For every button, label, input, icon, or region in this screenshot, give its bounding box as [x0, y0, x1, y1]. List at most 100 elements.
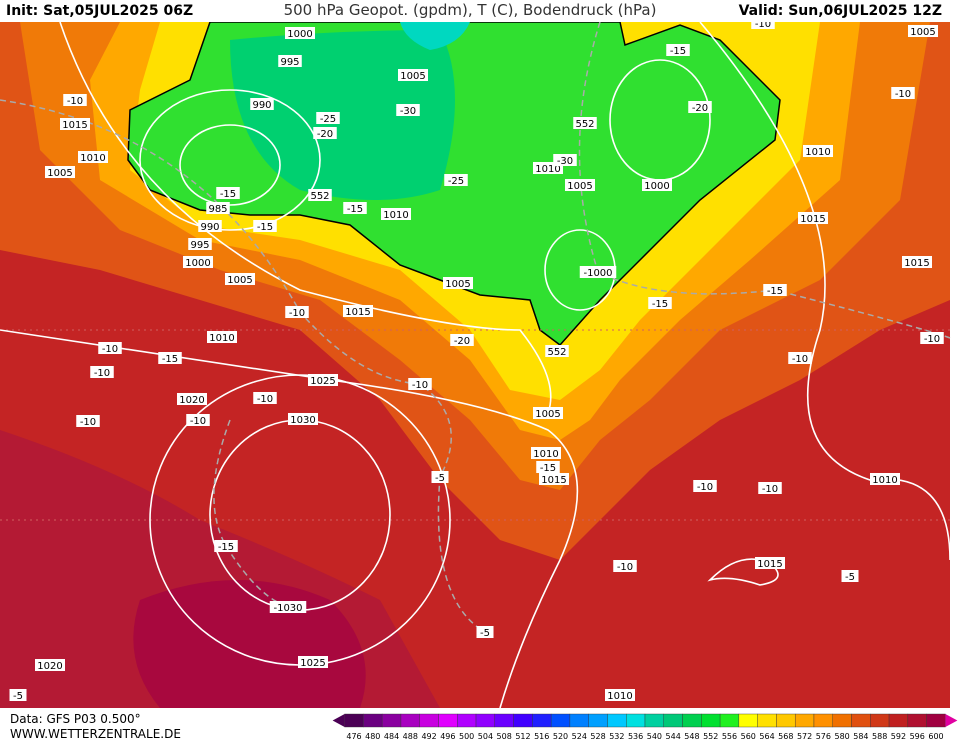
contour-label: 990: [200, 222, 219, 233]
label-box: [841, 570, 859, 582]
label-box: [288, 413, 318, 425]
contour-label: -10: [94, 368, 110, 379]
label-box: [343, 305, 373, 317]
label-box: [316, 112, 340, 124]
contour-label: 1015: [541, 475, 566, 486]
site: WWW.WETTERZENTRALE.DE: [10, 727, 181, 741]
label-box: [613, 560, 637, 572]
colorbar-swatch: [719, 713, 740, 728]
contour-label: 1005: [567, 181, 592, 192]
label-box: [158, 352, 182, 364]
label-box: [278, 55, 302, 67]
colorbar-swatch: [926, 713, 946, 728]
label-box: [308, 189, 332, 201]
contour-label: -15: [220, 189, 236, 200]
label-box: [285, 27, 315, 39]
label-box: [269, 601, 307, 613]
colorbar-label: 480: [365, 732, 380, 741]
contour-label: -15: [670, 46, 686, 57]
isobar: [59, 21, 552, 414]
data-source: Data: GFS P03 0.500°: [10, 712, 141, 726]
colorbar-swatch: [682, 713, 702, 728]
isotherm: [0, 99, 486, 633]
label-box: [444, 174, 468, 186]
label-box: [642, 179, 672, 191]
contour-label: -15: [347, 204, 363, 215]
label-box: [35, 659, 65, 671]
label-box: [803, 145, 833, 157]
label-box: [183, 256, 213, 268]
colorbar-label: 476: [346, 732, 361, 741]
colorbar-swatch: [588, 713, 608, 728]
contour-label: 552: [547, 347, 566, 358]
contour-label: 1015: [800, 214, 825, 225]
colorbar-label: 600: [928, 732, 943, 741]
label-box: [788, 352, 812, 364]
contour-label: 1005: [535, 409, 560, 420]
colorbar-swatch: [851, 713, 871, 728]
colorbar-swatch: [344, 713, 364, 728]
colorbar-label: 588: [872, 732, 887, 741]
colorbar-swatch: [550, 713, 571, 728]
label-box: [539, 473, 569, 485]
colorbar-swatch: [663, 713, 683, 728]
label-box: [78, 151, 108, 163]
label-box: [214, 540, 238, 552]
colorbar-label: 536: [628, 732, 643, 741]
colorbar-label: 580: [834, 732, 849, 741]
label-box: [285, 306, 309, 318]
contour-label: -5: [480, 628, 490, 639]
label-box: [313, 127, 337, 139]
label-box: [908, 25, 938, 37]
label-box: [308, 374, 338, 386]
colorbar-label: 492: [421, 732, 436, 741]
label-box: [763, 284, 787, 296]
contour-label: 1015: [62, 120, 87, 131]
contour-label: 552: [310, 191, 329, 202]
contour-label: 1000: [644, 181, 669, 192]
label-box: [758, 482, 782, 494]
label-box: [253, 220, 277, 232]
colorbar-swatch: [870, 713, 890, 728]
label-box: [76, 415, 100, 427]
isobar: [699, 21, 951, 561]
colorbar-swatch: [776, 713, 796, 728]
label-box: [431, 471, 449, 483]
colorbar-swatch: [494, 713, 514, 728]
contour-label: -10: [289, 308, 305, 319]
init-time: Init: Sat,05JUL2025 06Z: [6, 3, 193, 19]
colorbar-swatch: [457, 713, 477, 728]
label-box: [186, 414, 210, 426]
contour-label: -5: [13, 691, 23, 702]
label-box: [225, 273, 255, 285]
contour-label: 995: [190, 240, 209, 251]
contour-label: 1005: [445, 279, 470, 290]
contour-label: 985: [208, 204, 227, 215]
label-box: [343, 202, 367, 214]
colorbar-swatch: [513, 713, 533, 728]
label-box: [216, 187, 240, 199]
label-box: [408, 378, 432, 390]
contour-label: -10: [80, 417, 96, 428]
colorbar-swatch: [438, 713, 458, 728]
label-box: [253, 392, 277, 404]
isobar: [707, 558, 779, 586]
colorbar-swatch: [532, 713, 552, 728]
contour-label: 1010: [383, 210, 408, 221]
label-box: [688, 101, 712, 113]
contour-label: -15: [652, 299, 668, 310]
colorbar-label: 512: [515, 732, 530, 741]
contour-label: -25: [320, 114, 336, 125]
contour-label: -30: [557, 156, 573, 167]
contour-label: 1020: [179, 395, 204, 406]
contour-label: -10: [617, 562, 633, 573]
colorbar-swatch: [738, 713, 758, 728]
colorbar-swatch: [813, 713, 833, 728]
label-box: [533, 407, 563, 419]
contour-label: 1020: [37, 661, 62, 672]
contour-label: 1015: [757, 559, 782, 570]
warm-core: [133, 580, 366, 708]
contour-label: 1025: [310, 376, 335, 387]
colorbar-swatch: [569, 713, 589, 728]
contour-label: 995: [280, 57, 299, 68]
